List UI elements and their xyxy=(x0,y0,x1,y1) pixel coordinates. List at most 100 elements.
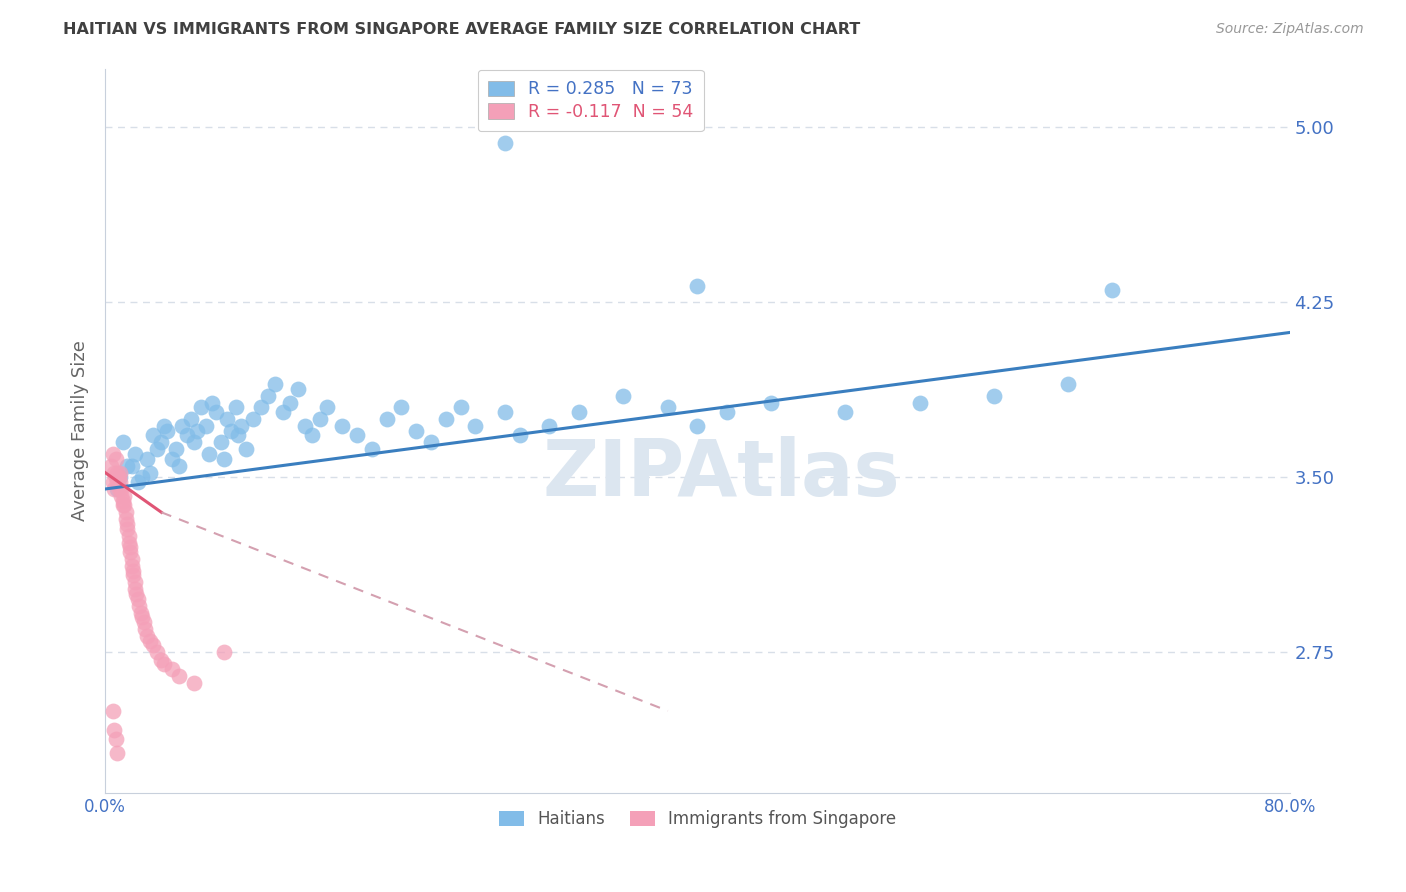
Point xyxy=(264,376,287,391)
Point xyxy=(389,401,412,415)
Point xyxy=(127,475,149,489)
Point xyxy=(104,470,127,484)
Point xyxy=(125,587,148,601)
Point xyxy=(686,418,709,433)
Point xyxy=(405,424,427,438)
Point xyxy=(1101,284,1123,298)
Point xyxy=(124,575,146,590)
Point xyxy=(115,512,138,526)
Point xyxy=(104,451,127,466)
Point xyxy=(134,622,156,636)
Point xyxy=(375,412,398,426)
Point xyxy=(124,582,146,597)
Point xyxy=(110,482,132,496)
Point xyxy=(450,401,472,415)
Point xyxy=(494,136,516,151)
Point xyxy=(153,657,176,672)
Point xyxy=(111,493,134,508)
Point xyxy=(105,482,128,496)
Point xyxy=(568,405,591,419)
Point xyxy=(138,633,160,648)
Point xyxy=(198,447,221,461)
Point xyxy=(716,405,738,419)
Point xyxy=(224,401,246,415)
Point xyxy=(117,522,139,536)
Point xyxy=(114,489,136,503)
Point xyxy=(103,466,125,480)
Point xyxy=(180,412,202,426)
Point xyxy=(167,458,190,473)
Point xyxy=(105,746,128,760)
Point xyxy=(103,482,125,496)
Point xyxy=(228,428,250,442)
Point xyxy=(156,424,179,438)
Point xyxy=(111,499,134,513)
Point xyxy=(105,466,128,480)
Point xyxy=(271,405,294,419)
Point xyxy=(101,475,124,489)
Point xyxy=(115,505,138,519)
Point xyxy=(101,447,124,461)
Point xyxy=(122,564,145,578)
Point xyxy=(108,466,131,480)
Point xyxy=(142,428,165,442)
Point xyxy=(110,489,132,503)
Point xyxy=(219,424,242,438)
Point xyxy=(194,418,217,433)
Point xyxy=(104,731,127,746)
Point xyxy=(118,535,141,549)
Point xyxy=(316,401,339,415)
Point xyxy=(117,516,139,531)
Point xyxy=(434,412,457,426)
Point xyxy=(205,405,228,419)
Point xyxy=(100,458,122,473)
Text: ZIPAtlas: ZIPAtlas xyxy=(543,436,900,512)
Point xyxy=(242,412,264,426)
Point xyxy=(908,395,931,409)
Point xyxy=(120,545,142,559)
Point xyxy=(201,395,224,409)
Point xyxy=(107,482,129,496)
Point xyxy=(212,646,235,660)
Point xyxy=(150,435,173,450)
Point xyxy=(160,662,183,676)
Point xyxy=(183,435,205,450)
Text: Source: ZipAtlas.com: Source: ZipAtlas.com xyxy=(1216,22,1364,37)
Point xyxy=(135,451,157,466)
Point xyxy=(231,418,253,433)
Point xyxy=(111,435,134,450)
Point xyxy=(103,723,125,737)
Point xyxy=(294,418,316,433)
Point xyxy=(287,382,309,396)
Point xyxy=(612,388,634,402)
Point xyxy=(257,388,280,402)
Point xyxy=(108,475,131,489)
Point xyxy=(138,466,160,480)
Point xyxy=(686,278,709,293)
Point xyxy=(419,435,441,450)
Point xyxy=(346,428,368,442)
Point xyxy=(330,418,353,433)
Point xyxy=(186,424,208,438)
Point xyxy=(172,418,194,433)
Point xyxy=(146,646,169,660)
Point xyxy=(107,470,129,484)
Point xyxy=(235,442,257,457)
Point xyxy=(146,442,169,457)
Point xyxy=(142,639,165,653)
Point xyxy=(132,615,155,629)
Point xyxy=(464,418,486,433)
Point xyxy=(249,401,271,415)
Point xyxy=(278,395,301,409)
Point xyxy=(183,676,205,690)
Text: HAITIAN VS IMMIGRANTS FROM SINGAPORE AVERAGE FAMILY SIZE CORRELATION CHART: HAITIAN VS IMMIGRANTS FROM SINGAPORE AVE… xyxy=(63,22,860,37)
Point xyxy=(117,458,139,473)
Point xyxy=(209,435,232,450)
Point xyxy=(124,447,146,461)
Point xyxy=(761,395,783,409)
Point xyxy=(150,652,173,666)
Point xyxy=(129,606,152,620)
Point xyxy=(538,418,561,433)
Point xyxy=(360,442,382,457)
Point xyxy=(127,591,149,606)
